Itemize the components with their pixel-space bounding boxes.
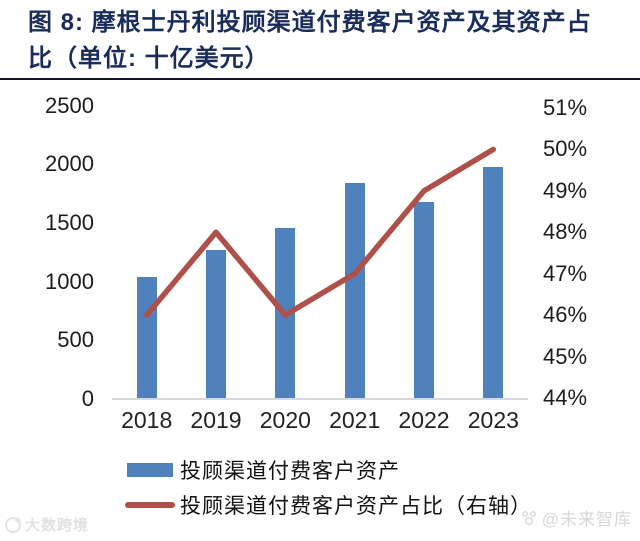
right-axis-tick: 48%	[543, 219, 588, 245]
x-axis-line	[112, 398, 528, 400]
right-axis-tick: 45%	[543, 343, 588, 369]
watermark-bottom-left: 大数跨境	[4, 514, 89, 535]
x-axis-label-2021: 2021	[329, 407, 381, 433]
left-axis-tick: 1500	[45, 209, 94, 235]
right-axis-tick: 47%	[543, 260, 588, 286]
right-axis-tick: 49%	[543, 177, 588, 203]
bar-2019	[206, 249, 226, 399]
bar-2020	[275, 227, 296, 399]
x-axis-label-2022: 2022	[398, 407, 450, 433]
legend-bar-swatch	[127, 463, 173, 477]
title-divider	[0, 78, 640, 80]
bar-2021	[344, 182, 365, 399]
legend-line-swatch	[125, 502, 175, 508]
watermark-bottom-right: @未来智库	[519, 505, 632, 530]
x-axis-label-2020: 2020	[259, 407, 311, 433]
right-axis-tick: 44%	[543, 385, 588, 410]
left-axis-tick: 0	[81, 386, 94, 411]
bar-2018	[136, 276, 157, 399]
left-axis-tick: 2000	[45, 151, 94, 177]
watermark-right-text: @未来智库	[541, 510, 632, 529]
figure-title: 图 8: 摩根士丹利投顾渠道付费客户资产及其资产占 比（单位: 十亿美元）	[28, 5, 628, 77]
x-axis-label-2018: 2018	[121, 407, 173, 433]
left-axis-tick: 1000	[45, 268, 94, 294]
left-axis-tick: 500	[57, 327, 94, 353]
legend-label-ratio: 投顾渠道付费客户资产占比（右轴）	[180, 495, 532, 518]
figure-title-line1: 图 8: 摩根士丹利投顾渠道付费客户资产及其资产占	[28, 9, 592, 36]
bar-2023	[483, 166, 504, 399]
watermark-left-text: 大数跨境	[25, 517, 90, 534]
figure-title-line2: 比（单位: 十亿美元）	[28, 45, 270, 72]
globe-logo-icon	[4, 516, 22, 534]
paw-icon	[519, 508, 539, 528]
bar-2022	[414, 201, 434, 399]
right-axis-tick: 50%	[543, 136, 588, 162]
legend-item-assets: 投顾渠道付费客户资产	[127, 460, 400, 483]
x-axis-label-2019: 2019	[190, 407, 242, 433]
right-axis-tick: 51%	[543, 95, 588, 120]
legend-label-assets: 投顾渠道付费客户资产	[180, 460, 400, 483]
right-axis-tick: 46%	[543, 302, 588, 328]
left-axis-tick: 2500	[45, 92, 94, 118]
chart-plot-area: 2500 2000 1500 1000 500 0 51% 50% 49% 48% 47% 46% 4…	[0, 80, 640, 440]
legend-item-ratio: 投顾渠道付费客户资产占比（右轴）	[125, 495, 532, 518]
x-axis-label-2023: 2023	[467, 407, 519, 433]
